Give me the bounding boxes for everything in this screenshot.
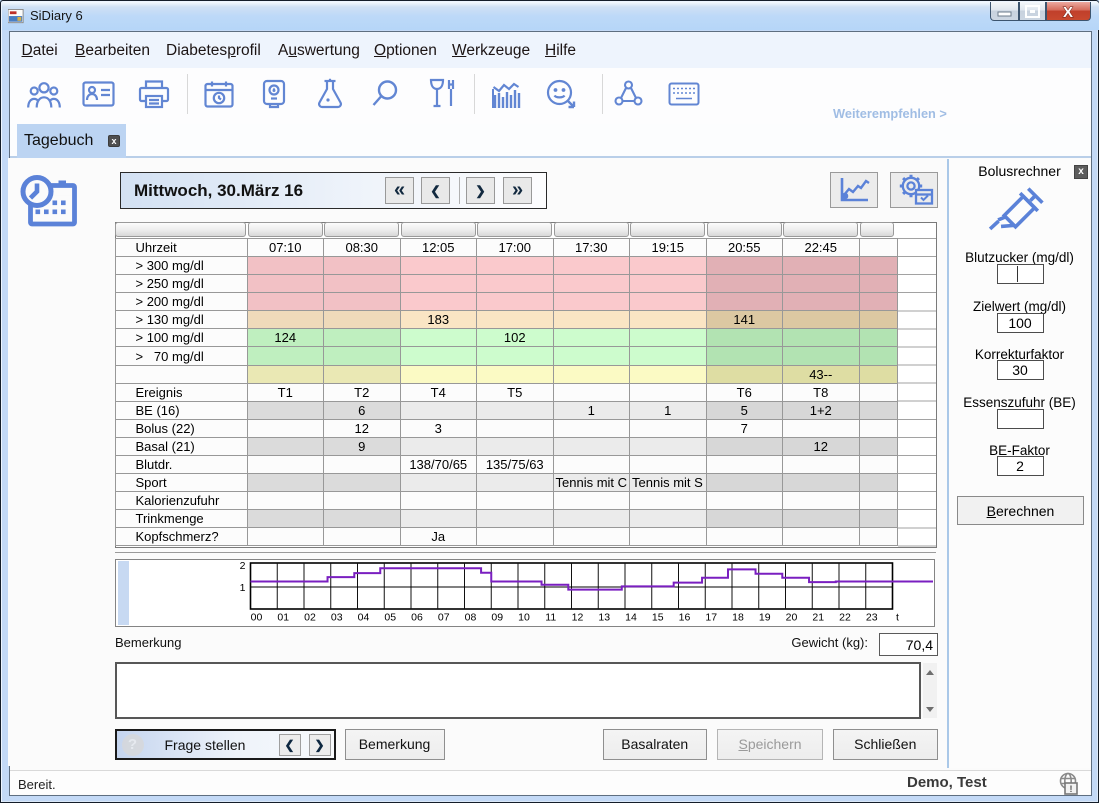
svg-text:X: X — [1063, 4, 1073, 20]
svg-text:19: 19 — [758, 612, 770, 624]
svg-text:16: 16 — [678, 612, 690, 624]
svg-text:08: 08 — [464, 612, 476, 624]
svg-text:10: 10 — [518, 612, 530, 624]
svg-text:20: 20 — [785, 612, 797, 624]
svg-text:00: 00 — [250, 612, 262, 624]
svg-text:!: ! — [1070, 784, 1073, 794]
svg-text:12: 12 — [571, 612, 583, 624]
svg-text:11: 11 — [545, 612, 556, 624]
svg-text:1: 1 — [239, 582, 245, 594]
svg-text:09: 09 — [491, 612, 503, 624]
svg-text:22: 22 — [839, 612, 851, 624]
svg-text:06: 06 — [411, 612, 423, 624]
svg-text:13: 13 — [598, 612, 610, 624]
svg-text:01: 01 — [277, 612, 289, 624]
svg-text:2: 2 — [239, 560, 245, 572]
svg-text:07: 07 — [437, 612, 449, 624]
svg-text:21: 21 — [812, 612, 824, 624]
svg-text:05: 05 — [384, 612, 396, 624]
svg-text:02: 02 — [304, 612, 316, 624]
svg-text:03: 03 — [330, 612, 342, 624]
svg-text:04: 04 — [357, 612, 369, 624]
svg-text:23: 23 — [865, 612, 877, 624]
svg-text:t: t — [896, 612, 899, 624]
svg-text:18: 18 — [732, 612, 744, 624]
svg-text:15: 15 — [651, 612, 663, 624]
svg-text:14: 14 — [625, 612, 637, 624]
svg-text:17: 17 — [705, 612, 717, 624]
